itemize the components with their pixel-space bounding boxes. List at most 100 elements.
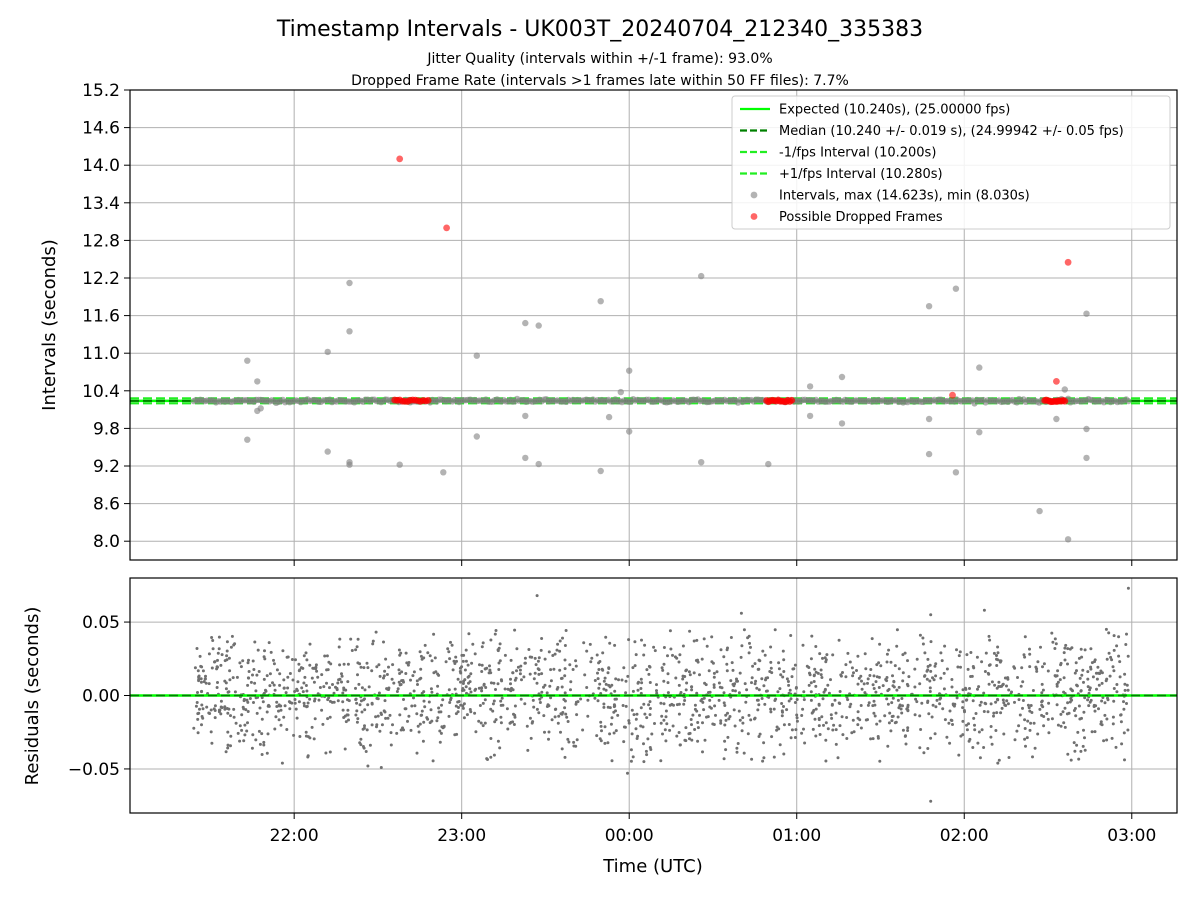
residual-point bbox=[606, 671, 610, 675]
residual-point bbox=[892, 680, 896, 684]
residual-point bbox=[760, 677, 764, 681]
residual-point bbox=[1050, 631, 1054, 635]
residual-point bbox=[662, 718, 666, 722]
residual-point bbox=[872, 711, 876, 715]
residual-point bbox=[308, 697, 312, 701]
residual-point bbox=[604, 682, 608, 686]
residual-point bbox=[789, 634, 793, 637]
residual-point bbox=[324, 751, 328, 755]
residual-point bbox=[684, 726, 688, 730]
residual-point bbox=[772, 755, 776, 759]
residual-point bbox=[209, 730, 213, 734]
residual-point bbox=[913, 713, 917, 717]
residual-point bbox=[366, 703, 370, 707]
residual-point bbox=[376, 714, 380, 718]
residual-point bbox=[461, 659, 465, 663]
residual-point bbox=[447, 650, 451, 654]
residual-point bbox=[387, 665, 390, 669]
residual-point bbox=[535, 594, 539, 598]
residual-point bbox=[970, 674, 974, 678]
residual-point bbox=[757, 688, 761, 692]
residual-point bbox=[914, 697, 918, 701]
residual-point bbox=[824, 658, 828, 662]
interval-outlier-point bbox=[806, 383, 814, 390]
residual-point bbox=[246, 721, 249, 725]
residual-point bbox=[650, 732, 654, 736]
residual-point bbox=[1089, 665, 1093, 669]
residual-point bbox=[747, 651, 751, 655]
residual-point bbox=[1017, 724, 1021, 728]
residual-point bbox=[501, 703, 505, 707]
residual-point bbox=[862, 682, 866, 686]
residual-point bbox=[363, 688, 367, 692]
residual-point bbox=[739, 655, 743, 659]
residual-point bbox=[928, 679, 932, 683]
residual-point bbox=[979, 700, 983, 704]
residual-point bbox=[282, 678, 286, 682]
residual-point bbox=[200, 723, 203, 727]
residual-point bbox=[961, 688, 965, 692]
residual-point bbox=[1023, 727, 1027, 730]
residual-point bbox=[1025, 736, 1029, 740]
residual-point bbox=[891, 714, 895, 718]
residual-point bbox=[725, 662, 729, 666]
residual-point bbox=[817, 718, 821, 722]
residual-point bbox=[639, 691, 643, 695]
residual-point bbox=[252, 668, 256, 671]
residual-point bbox=[640, 681, 644, 685]
residual-point bbox=[961, 706, 965, 710]
residual-point bbox=[585, 649, 589, 653]
residual-point bbox=[279, 704, 283, 708]
residual-point bbox=[497, 661, 501, 665]
residual-point bbox=[1001, 682, 1005, 686]
residual-point bbox=[496, 739, 500, 743]
residual-point bbox=[392, 681, 396, 685]
intervals-y-tick-label: 11.0 bbox=[82, 344, 120, 364]
residual-point bbox=[878, 719, 882, 723]
residual-point bbox=[538, 701, 542, 704]
interval-outlier-point bbox=[597, 298, 604, 305]
residual-point bbox=[1063, 658, 1067, 662]
residual-point bbox=[537, 656, 541, 660]
residual-point bbox=[400, 679, 404, 683]
residual-point bbox=[395, 690, 399, 693]
residual-point bbox=[603, 741, 607, 745]
residual-point bbox=[337, 645, 341, 649]
residual-point bbox=[636, 688, 640, 692]
residual-point bbox=[990, 742, 994, 746]
residual-point bbox=[1006, 702, 1010, 706]
residual-point bbox=[875, 675, 879, 679]
residual-point bbox=[491, 702, 495, 706]
residual-point bbox=[1126, 728, 1130, 732]
residual-point bbox=[1081, 668, 1085, 672]
residual-point bbox=[389, 731, 393, 735]
residual-point bbox=[962, 709, 966, 712]
residual-point bbox=[959, 734, 963, 738]
residual-point bbox=[874, 690, 878, 694]
residual-point bbox=[465, 691, 468, 695]
residual-point bbox=[712, 685, 716, 689]
residual-point bbox=[897, 667, 901, 671]
residual-point bbox=[641, 725, 645, 729]
residual-point bbox=[242, 707, 246, 711]
residual-point bbox=[788, 688, 792, 692]
residual-point bbox=[696, 739, 700, 743]
residual-point bbox=[1056, 723, 1060, 727]
residual-point bbox=[402, 728, 405, 732]
residual-point bbox=[486, 758, 489, 761]
residual-point bbox=[1073, 749, 1077, 753]
residual-point bbox=[439, 731, 443, 735]
residual-point bbox=[648, 713, 652, 717]
interval-outlier-point bbox=[597, 467, 604, 475]
residual-point bbox=[652, 645, 656, 649]
residual-point bbox=[604, 635, 608, 639]
interval-outlier-point bbox=[1053, 415, 1060, 423]
residual-point bbox=[724, 713, 728, 717]
residual-point bbox=[809, 657, 813, 661]
residual-point bbox=[461, 706, 465, 710]
residual-point bbox=[1122, 700, 1125, 704]
residual-point bbox=[1105, 717, 1109, 721]
residual-point bbox=[698, 673, 701, 677]
residual-point bbox=[1093, 730, 1097, 734]
residual-point bbox=[1056, 669, 1060, 673]
